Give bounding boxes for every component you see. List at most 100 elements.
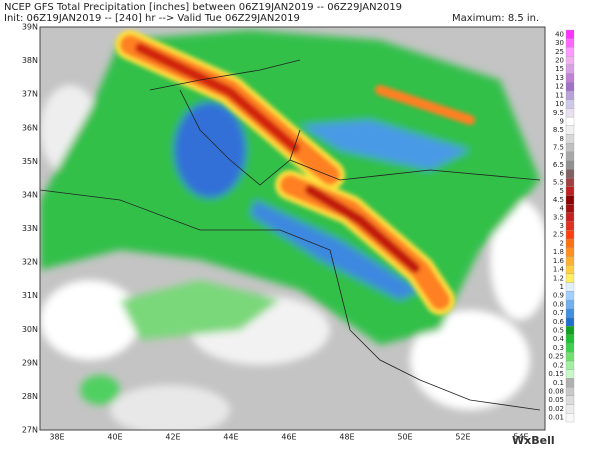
lon-label: 54E — [513, 433, 528, 442]
colorbar-label: 40 — [555, 30, 564, 38]
lat-label: 27N — [22, 426, 38, 435]
colorbar-label: 0.1 — [553, 379, 564, 387]
colorbar-label: 10 — [555, 100, 564, 108]
lon-label: 38E — [49, 433, 64, 442]
colorbar-label: 3 — [560, 222, 564, 230]
colorbar-label: 15 — [555, 65, 564, 73]
colorbar-swatch — [565, 378, 575, 388]
colorbar-swatch — [565, 99, 575, 109]
colorbar-swatch — [565, 221, 575, 231]
colorbar-swatch — [565, 143, 575, 153]
colorbar-swatch — [565, 352, 575, 362]
lon-label: 52E — [455, 433, 470, 442]
lat-labels: 39N 38N 37N 36N 35N 34N 33N 32N 31N 30N 29N 28N 27N — [22, 23, 38, 435]
colorbar-label: 30 — [555, 39, 564, 47]
colorbar-label: 0.05 — [548, 396, 564, 404]
colorbar-label: 1.2 — [553, 274, 564, 282]
lat-label: 34N — [22, 190, 38, 199]
watermark: WxBell — [512, 434, 555, 447]
colorbar-swatch — [565, 116, 575, 126]
colorbar-swatch — [565, 369, 575, 379]
colorbar-label: 0.15 — [548, 370, 564, 378]
colorbar-swatch — [565, 334, 575, 344]
colorbar-swatch — [565, 38, 575, 48]
lat-label: 39N — [22, 23, 38, 32]
header-line: NCEP GFS Total Precipitation [inches] be… — [4, 2, 402, 13]
colorbar-swatch — [565, 343, 575, 353]
lat-label: 32N — [22, 258, 38, 267]
colorbar-swatch — [565, 169, 575, 179]
lon-label: 46E — [281, 433, 296, 442]
colorbar-swatch — [565, 230, 575, 240]
colorbar-label: 0.8 — [553, 300, 564, 308]
lon-label: 40E — [107, 433, 122, 442]
colorbar-swatch — [565, 108, 575, 118]
colorbar-label: 0.6 — [553, 318, 565, 326]
colorbar-swatch — [565, 47, 575, 57]
lon-label: 44E — [223, 433, 238, 442]
lon-label: 42E — [165, 433, 180, 442]
colorbar-label: 2 — [560, 239, 564, 247]
lat-label: 33N — [22, 224, 38, 233]
colorbar-swatch — [565, 413, 575, 423]
colorbar-label: 1 — [560, 283, 564, 291]
colorbar-label: 4.5 — [553, 196, 564, 204]
colorbar-swatch — [565, 82, 575, 92]
colorbar-swatch — [565, 265, 575, 275]
colorbar-swatch — [565, 291, 575, 301]
colorbar-label: 9 — [560, 117, 564, 125]
colorbar-label: 0.4 — [553, 335, 565, 343]
colorbar-label: 0.7 — [553, 309, 564, 317]
colorbar-label: 3.5 — [553, 213, 564, 221]
colorbar-swatch — [565, 299, 575, 309]
colorbar-swatch — [565, 73, 575, 83]
lat-label: 31N — [22, 291, 38, 300]
lat-label: 29N — [22, 358, 38, 367]
colorbar-swatch — [565, 238, 575, 248]
colorbar-label: 8 — [560, 135, 564, 143]
colorbar-swatch — [565, 151, 575, 161]
colorbar-swatch — [565, 55, 575, 65]
colorbar-label: 0.5 — [553, 327, 564, 335]
colorbar-swatch — [565, 125, 575, 135]
colorbar-label: 8.5 — [553, 126, 564, 134]
colorbar-label: 5 — [560, 187, 564, 195]
colorbar-label: 9.5 — [553, 109, 564, 117]
colorbar-label: 0.01 — [548, 414, 564, 422]
colorbar-label: 1.8 — [553, 248, 564, 256]
lon-label: 50E — [397, 433, 412, 442]
colorbar-swatch — [565, 404, 575, 414]
colorbar-swatch — [565, 308, 575, 318]
colorbar-label: 0.2 — [553, 361, 564, 369]
colorbar-label: 0.3 — [553, 344, 564, 352]
colorbar-label: 5.5 — [553, 178, 564, 186]
colorbar-label: 2.5 — [553, 231, 564, 239]
colorbar-swatch — [565, 360, 575, 370]
colorbar-label: 0.25 — [548, 353, 564, 361]
colorbar-swatch — [565, 204, 575, 214]
colorbar-swatch — [565, 212, 575, 222]
colorbar-label: 7.5 — [553, 144, 564, 152]
colorbar-swatch — [565, 247, 575, 257]
colorbar-swatch — [565, 29, 575, 39]
maximum: Maximum: 8.5 in. — [452, 13, 539, 24]
colorbar-label: 25 — [555, 48, 564, 56]
colorbar-swatch — [565, 90, 575, 100]
colorbar-swatch — [565, 160, 575, 170]
lat-label: 35N — [22, 157, 38, 166]
colorbar-label: 6 — [560, 170, 565, 178]
colorbar: 4030252015131211109.598.587.576.565.554.… — [548, 29, 575, 423]
colorbar-swatch — [565, 195, 575, 205]
lon-label: 48E — [339, 433, 354, 442]
lat-label: 37N — [22, 90, 38, 99]
colorbar-swatch — [565, 64, 575, 74]
header-line: Init: 06Z19JAN2019 -- [240] hr --> Valid… — [4, 13, 300, 24]
colorbar-swatch — [565, 326, 575, 336]
colorbar-label: 1.4 — [553, 266, 565, 274]
colorbar-label: 12 — [555, 83, 564, 91]
colorbar-label: 20 — [555, 56, 564, 64]
colorbar-label: 0.02 — [548, 405, 564, 413]
colorbar-label: 11 — [555, 91, 564, 99]
